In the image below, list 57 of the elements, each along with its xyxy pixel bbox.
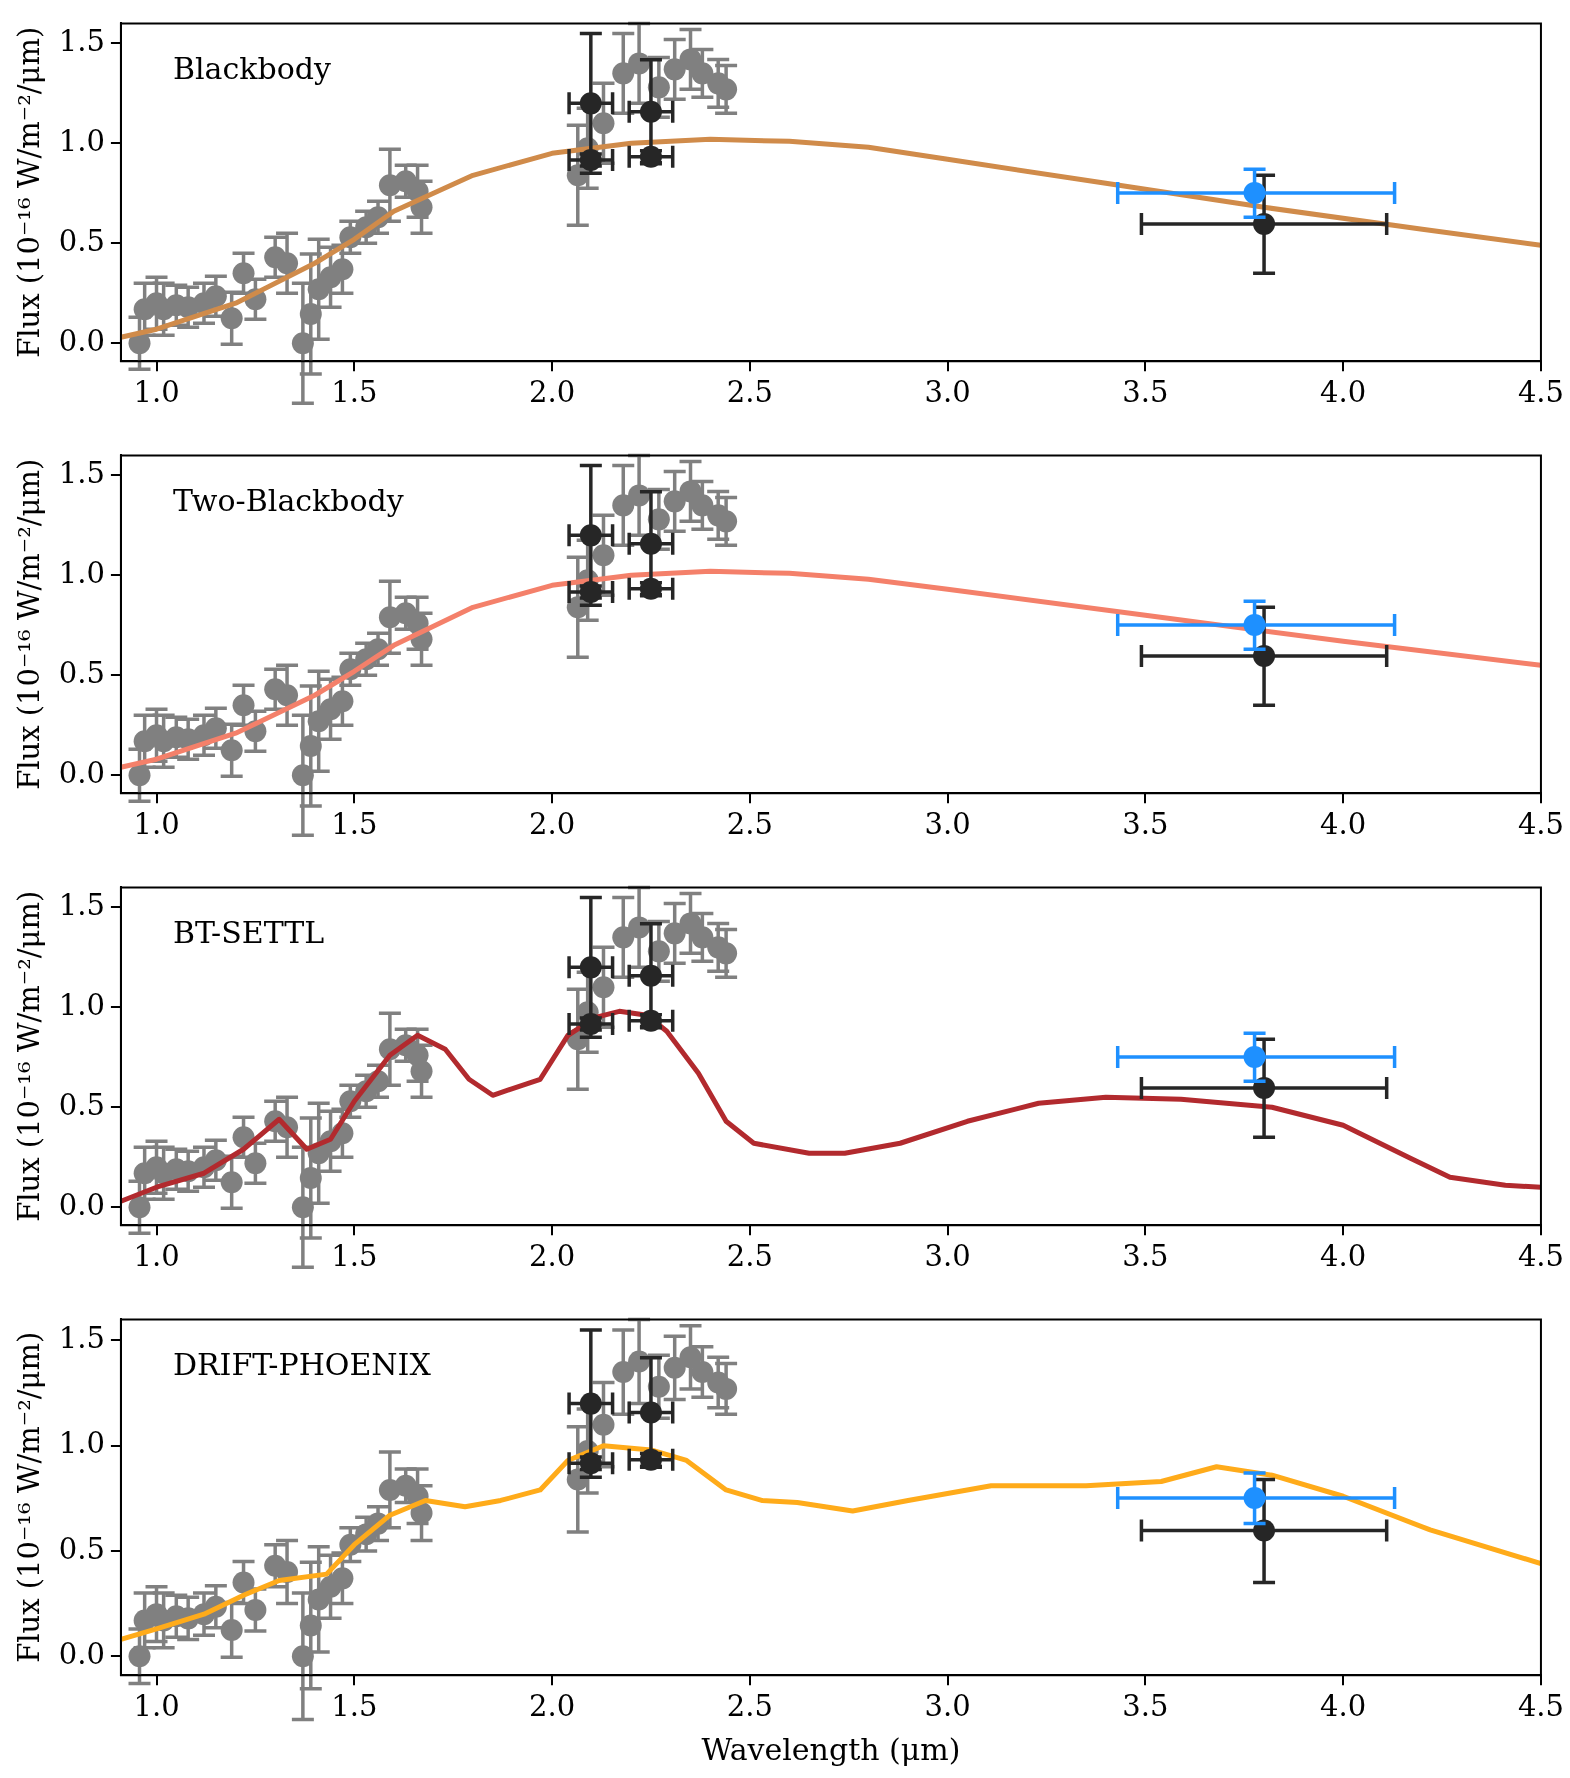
x-tick-label: 3.5: [1122, 807, 1169, 842]
annotation: Two-Blackbody: [172, 483, 404, 519]
x-tick-label: 4.0: [1320, 1239, 1367, 1274]
y-tick-label: 0.0: [58, 1636, 105, 1671]
y-tick-label: 0.0: [58, 1187, 105, 1222]
y-tick-label: 1.0: [58, 987, 105, 1022]
x-axis-title: Wavelength (μm): [701, 1731, 961, 1767]
x-tick-label: 3.5: [1122, 375, 1169, 410]
y-axis-title: Flux (10⁻¹⁶ W/m⁻²/μm): [11, 890, 46, 1222]
x-tick-label: 2.0: [529, 1689, 576, 1724]
y-tick-label: 1.0: [58, 1426, 105, 1461]
x-tick-label: 2.5: [726, 1689, 773, 1724]
y-axis-title: Flux (10⁻¹⁶ W/m⁻²/μm): [11, 458, 46, 790]
x-tick-label: 3.0: [924, 1689, 971, 1724]
x-tick-label: 3.0: [924, 375, 971, 410]
y-tick-label: 0.5: [58, 655, 105, 690]
x-tick-label: 4.5: [1517, 807, 1564, 842]
x-tick-label: 1.0: [133, 375, 180, 410]
y-tick-label: 1.5: [58, 455, 105, 490]
y-tick-label: 1.0: [58, 555, 105, 590]
y-tick-label: 1.0: [58, 123, 105, 158]
x-tick-label: 4.0: [1320, 807, 1367, 842]
x-tick-label: 1.0: [133, 807, 180, 842]
x-tick-label: 1.5: [331, 1239, 378, 1274]
x-tick-label: 4.0: [1320, 1689, 1367, 1724]
annotation: Blackbody: [172, 51, 331, 87]
y-tick-label: 1.5: [58, 23, 105, 58]
x-tick-label: 3.0: [924, 807, 971, 842]
x-tick-label: 2.5: [726, 375, 773, 410]
y-axis-title: Flux (10⁻¹⁶ W/m⁻²/μm): [11, 26, 46, 358]
x-tick-label: 3.5: [1122, 1239, 1169, 1274]
y-tick-label: 1.5: [58, 1320, 105, 1355]
y-tick-label: 1.5: [58, 887, 105, 922]
x-tick-label: 4.5: [1517, 375, 1564, 410]
y-axis-title: Flux (10⁻¹⁶ W/m⁻²/μm): [11, 1331, 46, 1663]
x-tick-label: 2.5: [726, 807, 773, 842]
x-tick-label: 2.0: [529, 807, 576, 842]
x-tick-label: 1.5: [331, 375, 378, 410]
annotation: BT-SETTL: [172, 915, 325, 951]
y-tick-label: 0.0: [58, 755, 105, 790]
x-tick-label: 3.5: [1122, 1689, 1169, 1724]
x-tick-label: 2.0: [529, 1239, 576, 1274]
x-tick-label: 3.0: [924, 1239, 971, 1274]
x-tick-label: 1.5: [331, 1689, 378, 1724]
y-tick-label: 0.5: [58, 223, 105, 258]
y-tick-label: 0.0: [58, 323, 105, 358]
x-tick-label: 4.5: [1517, 1239, 1564, 1274]
x-tick-label: 1.0: [133, 1689, 180, 1724]
annotation: DRIFT-PHOENIX: [172, 1347, 432, 1383]
x-tick-label: 4.5: [1517, 1689, 1564, 1724]
x-tick-label: 1.0: [133, 1239, 180, 1274]
y-tick-label: 0.5: [58, 1531, 105, 1566]
y-tick-label: 0.5: [58, 1087, 105, 1122]
x-tick-label: 4.0: [1320, 375, 1367, 410]
x-tick-label: 2.0: [529, 375, 576, 410]
x-tick-label: 1.5: [331, 807, 378, 842]
x-tick-label: 2.5: [726, 1239, 773, 1274]
